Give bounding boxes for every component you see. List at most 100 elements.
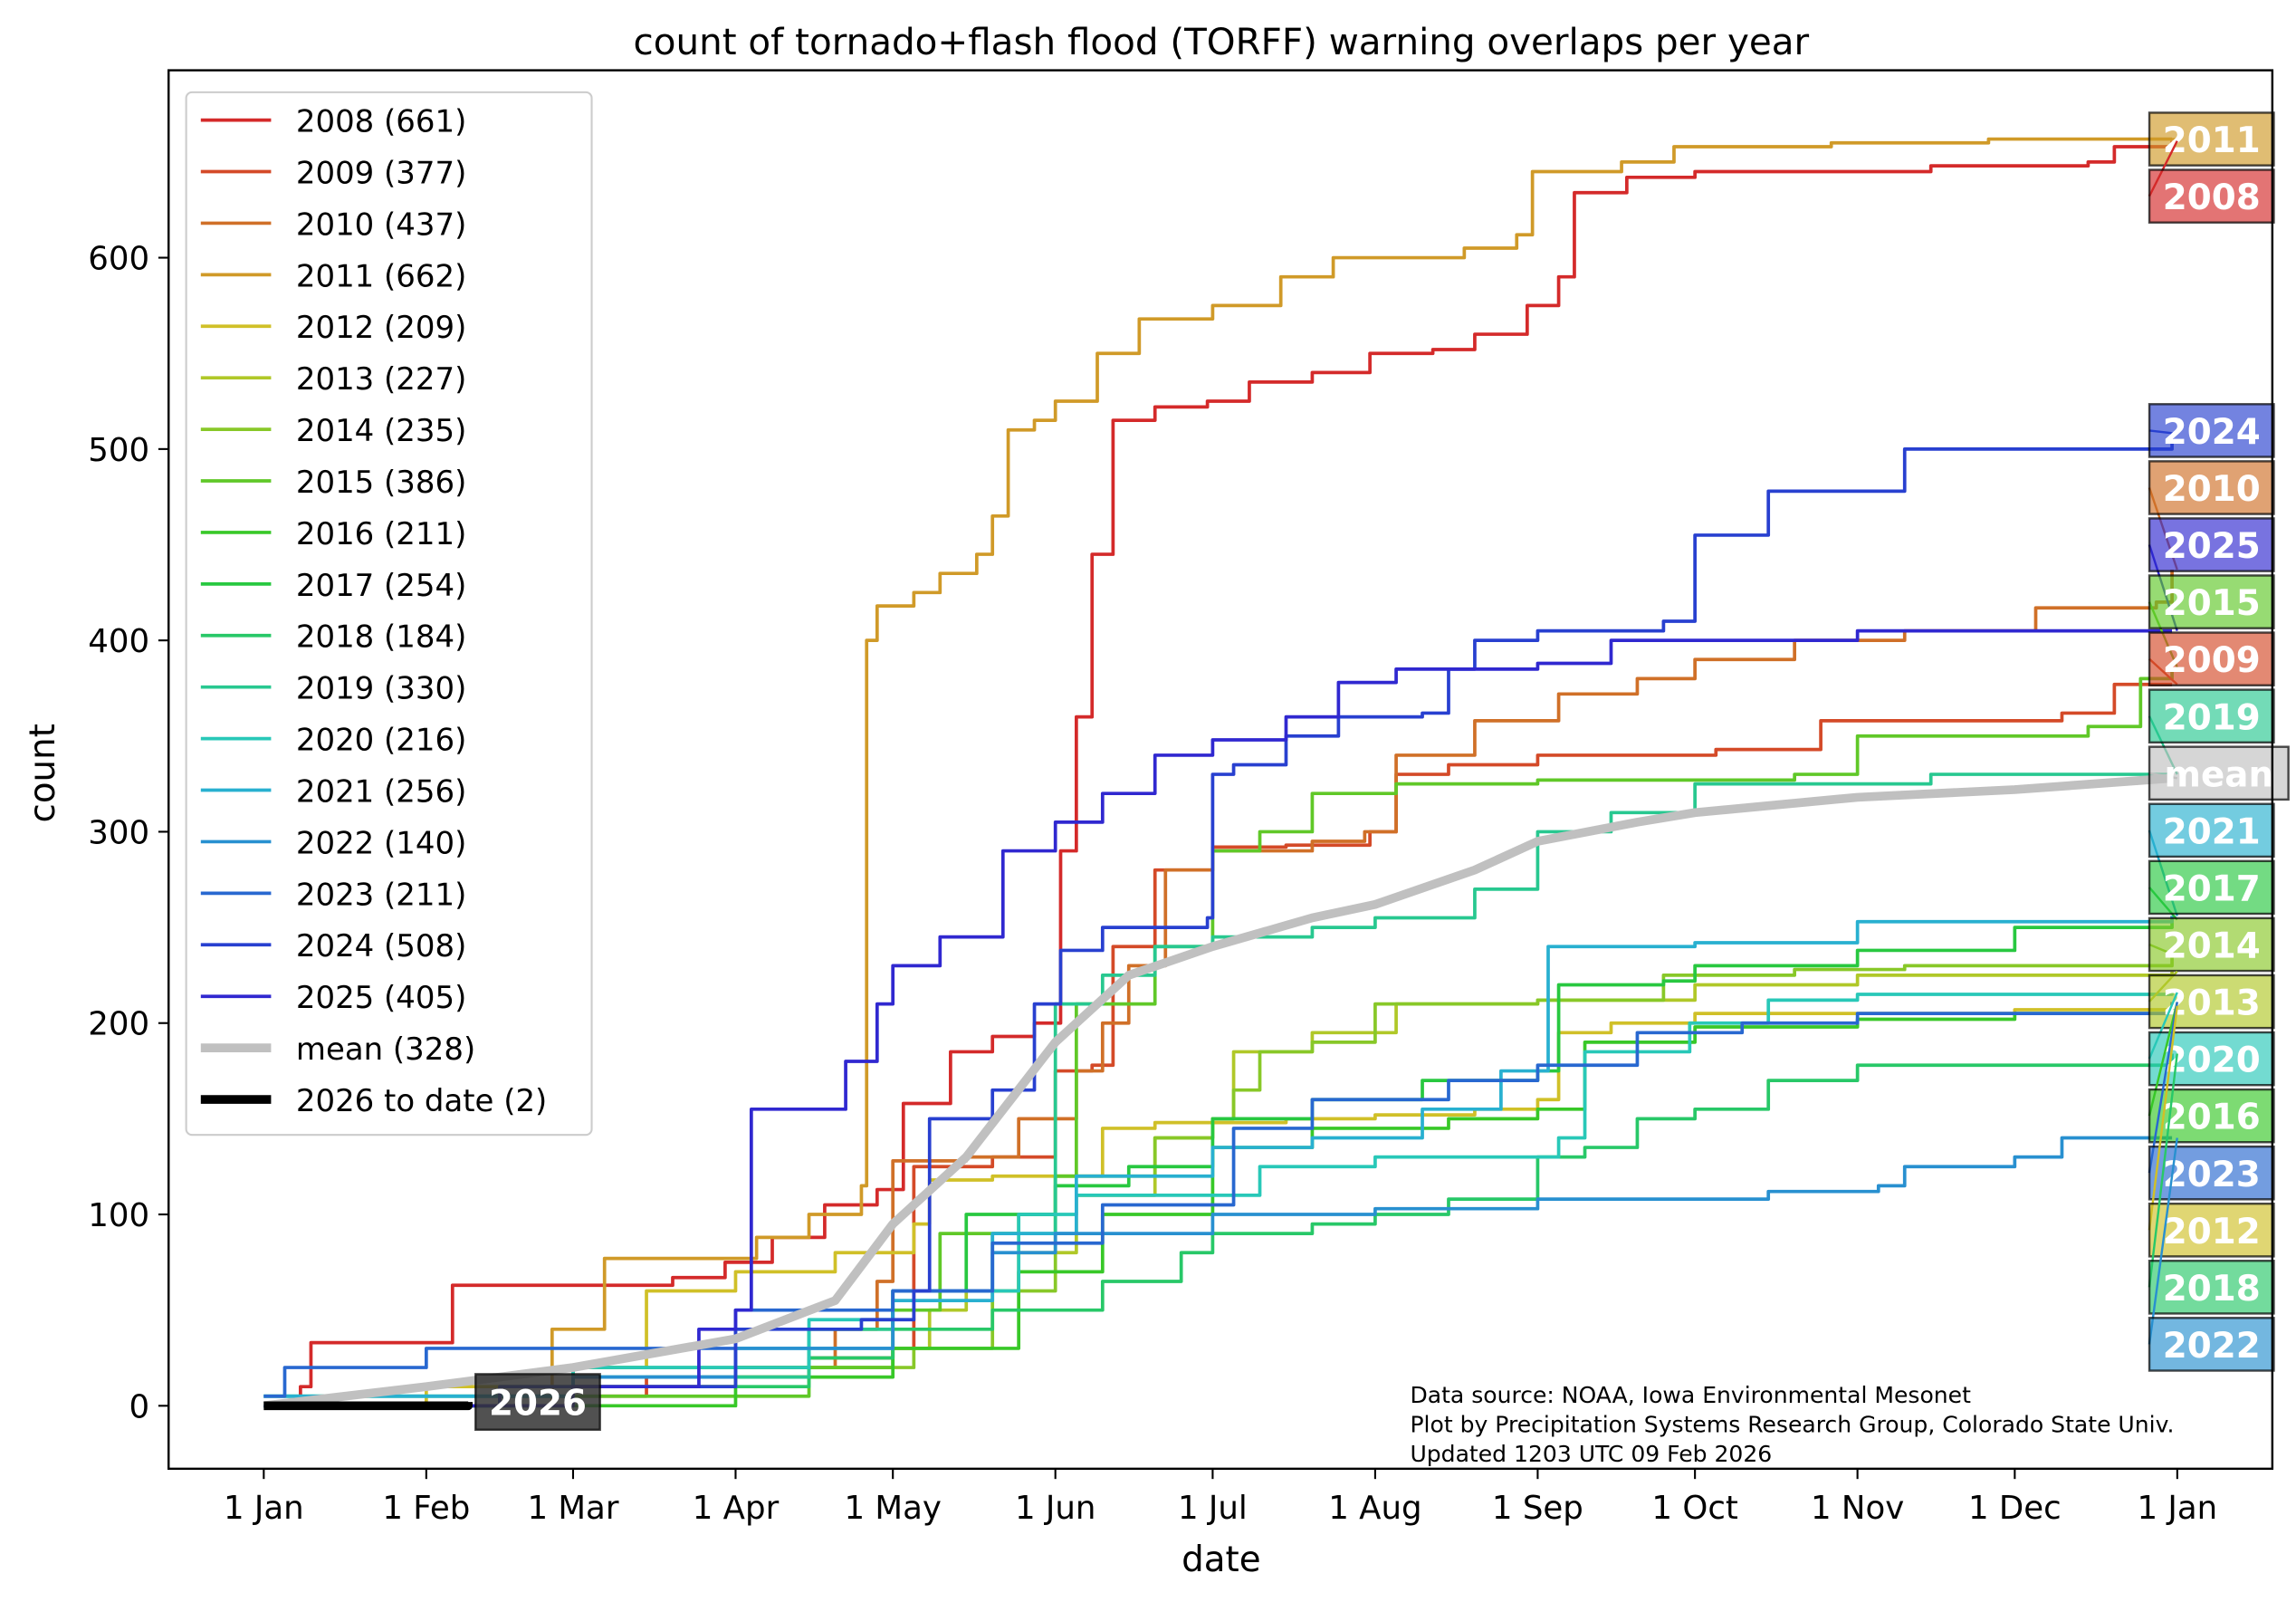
end-label-text: 2024 xyxy=(2163,412,2261,453)
end-label-box xyxy=(474,1373,601,1432)
attribution-line: Plot by Precipitation Systems Research G… xyxy=(1410,1411,2174,1437)
end-label-text: mean xyxy=(2165,754,2274,795)
x-tick-label: 1 Jan xyxy=(224,1490,304,1527)
legend-entry: 2025 (405) xyxy=(296,980,466,1016)
series-lines xyxy=(263,137,2174,1411)
legend-entry: 2024 (508) xyxy=(296,928,466,964)
y-tick-label: 100 xyxy=(88,1197,149,1234)
series-line-2011 xyxy=(263,137,2173,1408)
end-label-text: 2018 xyxy=(2163,1269,2261,1309)
end-label-text: 2020 xyxy=(2163,1041,2261,1081)
legend-entry: 2014 (235) xyxy=(296,413,466,449)
attribution-line: Updated 1203 UTC 09 Feb 2026 xyxy=(1410,1441,1772,1467)
end-label-box xyxy=(2148,802,2275,859)
legend-entry: 2010 (437) xyxy=(296,206,466,243)
end-label-box xyxy=(2148,1145,2275,1201)
end-label-text: 2021 xyxy=(2163,811,2261,852)
y-axis-label: count xyxy=(23,724,63,822)
x-tick-label: 1 Oct xyxy=(1651,1490,1737,1527)
end-label-box xyxy=(2148,745,2290,801)
end-label-box xyxy=(2148,517,2275,572)
end-label-box xyxy=(2148,631,2275,686)
end-label-leader xyxy=(2148,1053,2178,1288)
x-tick-label: 1 Aug xyxy=(1328,1490,1421,1527)
legend-entry: 2019 (330) xyxy=(296,671,466,707)
end-label-text: 2010 xyxy=(2163,469,2261,510)
end-label-text: 2016 xyxy=(2163,1098,2261,1138)
legend-entry: 2020 (216) xyxy=(296,723,466,759)
series-line-2023 xyxy=(263,1002,2174,1398)
plot-frame xyxy=(167,69,2274,1471)
end-label-text: 2013 xyxy=(2163,983,2261,1024)
x-tick-label: 1 Nov xyxy=(1811,1490,1904,1527)
legend-entry: 2011 (662) xyxy=(296,258,466,294)
x-tick-label: 1 Mar xyxy=(527,1490,618,1527)
legend-entry: 2023 (211) xyxy=(296,877,466,913)
end-label-leader xyxy=(2148,1137,2178,1345)
legend: 2008 (661) 2009 (377) 2010 (437) 2011 (662)… xyxy=(185,91,593,1137)
end-label-text: 2014 xyxy=(2163,926,2261,967)
end-label-text: 2026 xyxy=(489,1384,587,1425)
y-tick-label: 500 xyxy=(88,432,149,469)
x-tick-label: 1 Dec xyxy=(1968,1490,2062,1527)
series-line-2020 xyxy=(263,992,2174,1398)
legend-entry: mean (328) xyxy=(296,1031,475,1068)
end-label-text: 2022 xyxy=(2163,1326,2261,1367)
legend-entry: 2022 (140) xyxy=(296,825,466,861)
end-label-box xyxy=(2148,1260,2275,1315)
end-label-box xyxy=(2148,1317,2275,1372)
x-axis: 1 Jan 1 Feb 1 Mar 1 Apr 1 May 1 Jun 1 Jul 1 Aug… xyxy=(224,1468,2217,1527)
legend-entry: 2009 (377) xyxy=(296,155,466,191)
end-label-box xyxy=(2148,1202,2275,1258)
x-tick-label: 1 Jun xyxy=(1015,1490,1096,1527)
y-axis: 0 100 200 300 400 500 600 xyxy=(88,240,169,1425)
legend-entry: 2017 (254) xyxy=(296,568,466,604)
attribution: Data source: NOAA, Iowa Environmental Me… xyxy=(1410,1382,2174,1467)
legend-entry: 2018 (184) xyxy=(296,619,466,656)
end-label-box xyxy=(2148,916,2275,973)
legend-entry: 2012 (209) xyxy=(296,310,466,346)
x-tick-label: 1 Jul xyxy=(1178,1490,1248,1527)
end-label-box xyxy=(2148,168,2275,224)
x-tick-label: 1 Feb xyxy=(382,1490,470,1527)
x-tick-label: 1 Jan xyxy=(2137,1490,2217,1527)
legend-box xyxy=(185,91,593,1137)
legend-entry: 2015 (386) xyxy=(296,465,466,501)
x-tick-label: 1 Sep xyxy=(1492,1490,1583,1527)
end-label-text: 2012 xyxy=(2163,1212,2261,1252)
series-line-2026 xyxy=(263,1401,474,1411)
series-line-2014 xyxy=(263,955,2174,1408)
end-label-box xyxy=(2148,859,2275,916)
chart-title: count of tornado+flash flood (TORFF) war… xyxy=(634,20,1810,63)
end-label-leader xyxy=(2148,1002,2178,1174)
y-tick-label: 400 xyxy=(88,623,149,660)
x-axis-label: date xyxy=(1181,1540,1260,1580)
series-line-mean xyxy=(263,773,2173,1411)
series-line-2025 xyxy=(263,628,2173,1408)
end-label-box xyxy=(2148,574,2275,629)
end-label-text: 2015 xyxy=(2163,583,2261,624)
end-label-text: 2025 xyxy=(2163,526,2261,567)
x-tick-label: 1 Apr xyxy=(693,1490,780,1527)
end-label-leader xyxy=(2148,1005,2178,1231)
end-label-text: 2011 xyxy=(2163,120,2261,161)
end-label-box xyxy=(2148,403,2275,458)
series-line-2012 xyxy=(263,1005,2174,1408)
end-label-text: 2017 xyxy=(2163,868,2261,909)
series-line-2022 xyxy=(263,1136,2173,1408)
y-tick-label: 600 xyxy=(88,240,149,277)
x-tick-label: 1 May xyxy=(844,1490,941,1527)
legend-entry: 2016 (211) xyxy=(296,516,466,552)
y-tick-label: 200 xyxy=(88,1006,149,1043)
end-labels: 2011 2008 2024 2010 2025 2015 2009 2019 mean 2021… xyxy=(474,111,2290,1432)
legend-entry: 2013 (227) xyxy=(296,361,466,398)
end-label-box xyxy=(2148,460,2275,515)
series-line-2008 xyxy=(263,140,2174,1408)
attribution-line: Data source: NOAA, Iowa Environmental Me… xyxy=(1410,1382,1971,1408)
series-line-2024 xyxy=(263,433,2174,1408)
y-tick-label: 0 xyxy=(129,1388,150,1425)
end-label-text: 2023 xyxy=(2163,1155,2261,1195)
end-label-text: 2019 xyxy=(2163,697,2261,738)
end-label-box xyxy=(2148,688,2275,744)
